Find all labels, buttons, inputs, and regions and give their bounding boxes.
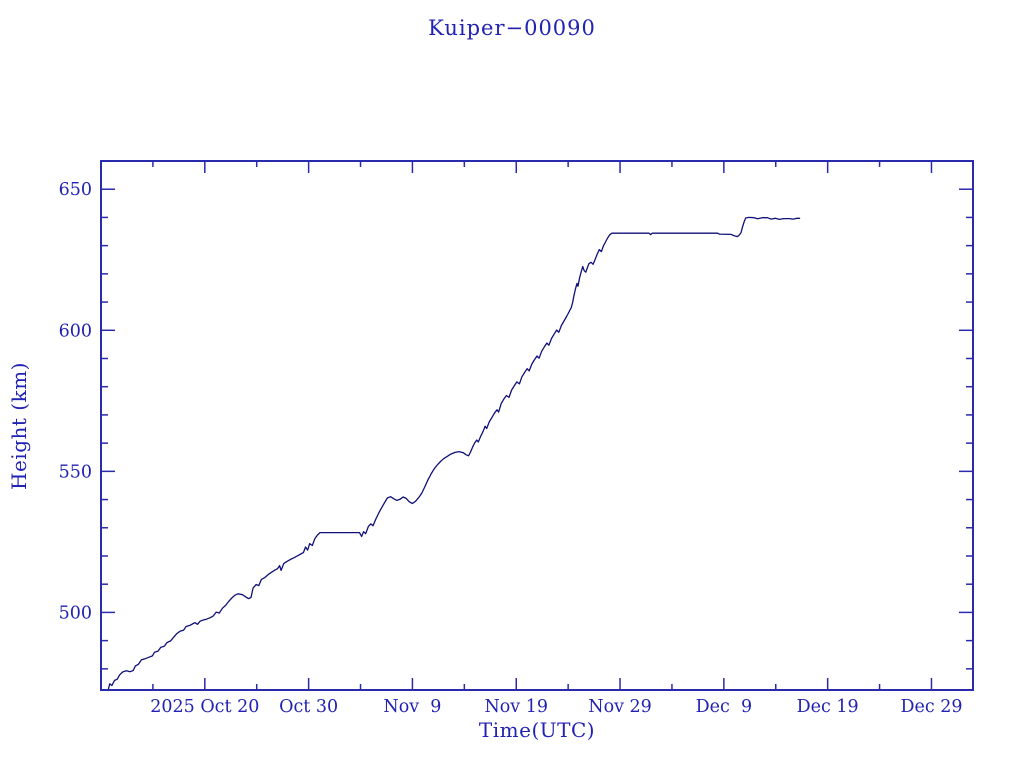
x-axis-title: Time(UTC) bbox=[478, 718, 596, 742]
x-tick-label: Nov 19 bbox=[484, 697, 548, 717]
x-tick-label: Nov 9 bbox=[383, 697, 441, 717]
y-tick-label: 550 bbox=[59, 462, 92, 482]
x-tick-label: Dec 9 bbox=[696, 697, 752, 717]
plot-frame bbox=[100, 160, 974, 691]
chart-title: Kuiper−00090 bbox=[428, 16, 596, 40]
x-tick-label: 2025 Oct 20 bbox=[150, 697, 259, 717]
y-tick-label: 650 bbox=[59, 180, 92, 200]
x-tick-label: Nov 29 bbox=[588, 697, 652, 717]
y-tick-label: 500 bbox=[59, 603, 92, 623]
x-tick-label: Dec 29 bbox=[900, 697, 962, 717]
x-tick-label: Dec 19 bbox=[797, 697, 859, 717]
x-tick-label: Oct 30 bbox=[279, 697, 338, 717]
data-line bbox=[107, 216, 801, 690]
y-tick-label: 600 bbox=[59, 321, 92, 341]
